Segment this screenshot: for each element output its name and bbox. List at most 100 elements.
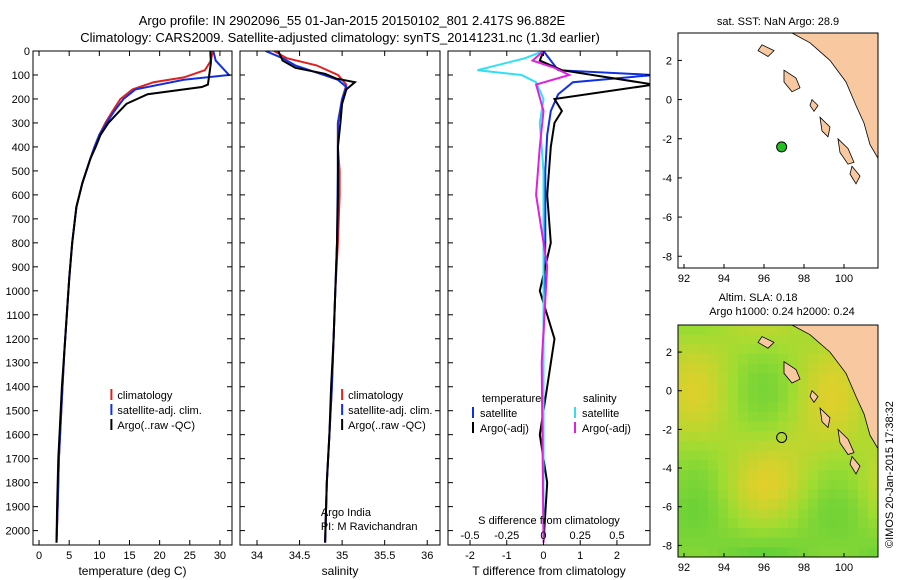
sla-cell: [768, 499, 779, 510]
sla-cell: [778, 431, 789, 442]
legend-label-satellite: satellite-adj. clim.: [117, 405, 201, 417]
sla-cell: [808, 334, 819, 345]
sla-cell: [808, 421, 819, 432]
sla-cell: [738, 354, 749, 365]
sla-cell: [828, 518, 839, 529]
y-tick-label: 1600: [6, 430, 30, 442]
sla-cell: [698, 479, 709, 490]
sla-cell: [708, 547, 719, 557]
sla-cell: [728, 450, 739, 461]
sla-cell: [708, 412, 719, 423]
x-tick-label: 30: [214, 550, 226, 562]
sla-cell: [728, 383, 739, 394]
legend-label-t-argo: Argo(-adj): [480, 423, 529, 435]
island: [837, 428, 855, 455]
x-tick-label: 34: [251, 550, 263, 562]
sla-cell: [718, 528, 729, 539]
sla-cell: [778, 460, 789, 471]
sla-cell: [768, 392, 779, 403]
map-x-tick-label: 98: [798, 562, 810, 574]
x-tick-label: 2: [614, 550, 620, 562]
map-y-tick-label: -2: [662, 424, 672, 436]
sla-cell: [728, 547, 739, 557]
sla-cell: [848, 441, 859, 452]
sla-cell: [718, 450, 729, 461]
island: [819, 116, 831, 138]
sla-cell: [818, 499, 829, 510]
sla-cell: [748, 547, 759, 557]
sla-cell: [808, 508, 819, 519]
sla-cell: [758, 441, 769, 452]
sla-cell: [728, 402, 739, 413]
sla-cell: [838, 460, 849, 471]
sla-cell: [698, 528, 709, 539]
sla-cell: [708, 508, 719, 519]
sla-cell: [848, 479, 859, 490]
sla-cell: [848, 528, 859, 539]
sla-cell: [688, 354, 699, 365]
sla-cell: [798, 518, 809, 529]
sla-cell: [758, 460, 769, 471]
sla-cell: [708, 489, 719, 500]
sla-cell: [848, 499, 859, 510]
sla-cell: [858, 450, 869, 461]
sla-cell: [838, 392, 849, 403]
sla-cell: [778, 547, 789, 557]
sla-cell: [788, 518, 799, 529]
sla-cell: [698, 470, 709, 481]
sla-cell: [728, 325, 739, 336]
sla-cell: [838, 421, 849, 432]
sla-cell: [718, 489, 729, 500]
sla-cell: [798, 354, 809, 365]
sla-cell: [688, 441, 699, 452]
y-tick-label: 1000: [6, 286, 30, 298]
sla-cell: [828, 537, 839, 548]
sla-cell: [678, 354, 689, 365]
sla-cell: [758, 344, 769, 355]
legend-title-salinity: salinity: [583, 393, 617, 405]
sla-cell: [778, 402, 789, 413]
sla-cell: [688, 383, 699, 394]
sla-cell: [818, 431, 829, 442]
sla-cell: [738, 344, 749, 355]
sla-cell: [698, 344, 709, 355]
sla-cell: [738, 334, 749, 345]
sla-cell: [718, 402, 729, 413]
sla-cell: [788, 499, 799, 510]
island: [809, 389, 819, 404]
sla-cell: [748, 460, 759, 471]
sla-cell: [748, 373, 759, 384]
sla-cell: [748, 431, 759, 442]
island: [849, 165, 861, 185]
sla-cell: [758, 528, 769, 539]
sla-cell: [698, 383, 709, 394]
header-line1: Argo profile: IN 2902096_55 01-Jan-2015 …: [139, 13, 566, 28]
sla-cell: [788, 479, 799, 490]
island: [757, 336, 775, 349]
series-line-satellite-0: [542, 51, 650, 543]
sla-map-content: [678, 325, 878, 557]
sla-cell: [798, 450, 809, 461]
sla-cell: [848, 518, 859, 529]
sla-cell: [728, 334, 739, 345]
sla-cell: [818, 421, 829, 432]
sla-cell: [698, 518, 709, 529]
sla-cell: [868, 518, 878, 529]
sla-cell: [698, 508, 709, 519]
sla-cell: [738, 499, 749, 510]
sla-cell: [768, 441, 779, 452]
map-x-tick-label: 92: [678, 273, 690, 285]
sla-cell: [838, 537, 849, 548]
sla-cell: [758, 373, 769, 384]
x-tick-label: 5: [66, 550, 72, 562]
sla-cell: [778, 354, 789, 365]
sla-cell: [808, 518, 819, 529]
sla-cell: [678, 470, 689, 481]
sla-cell: [698, 392, 709, 403]
sla-cell: [688, 537, 699, 548]
sla-cell: [818, 470, 829, 481]
sla-cell: [688, 499, 699, 510]
sla-cell: [708, 537, 719, 548]
legend-label-argo: Argo(..raw -QC): [348, 420, 426, 432]
x-axis-label-top: S difference from climatology: [478, 515, 620, 527]
